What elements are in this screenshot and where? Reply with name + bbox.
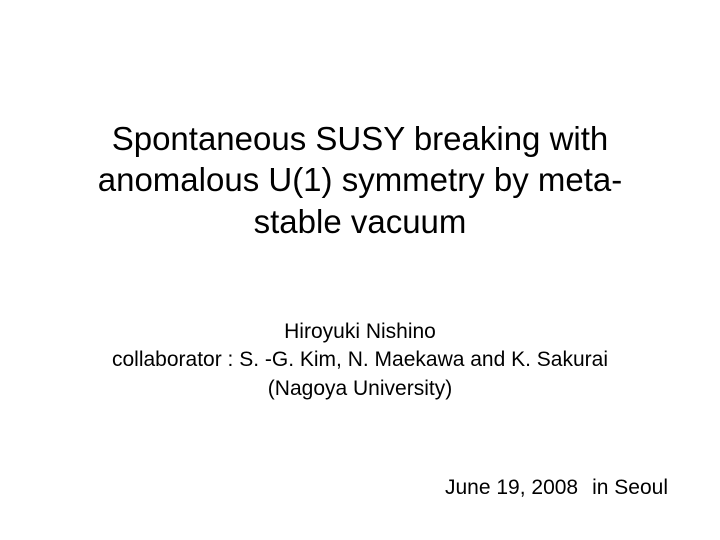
date-venue: June 19, 2008 in Seoul bbox=[445, 476, 668, 500]
affiliation: (Nagoya University) bbox=[60, 375, 660, 403]
slide: Spontaneous SUSY breaking with anomalous… bbox=[0, 0, 720, 540]
slide-title: Spontaneous SUSY breaking with anomalous… bbox=[60, 118, 660, 242]
presenter-name: Hiroyuki Nishino bbox=[60, 318, 660, 346]
collaborators-line: collaborator : S. -G. Kim, N. Maekawa an… bbox=[60, 346, 660, 374]
authors-block: Hiroyuki Nishino collaborator : S. -G. K… bbox=[60, 318, 660, 403]
venue-text: in Seoul bbox=[592, 476, 668, 499]
date-text: June 19, 2008 bbox=[445, 476, 578, 499]
title-text: Spontaneous SUSY breaking with anomalous… bbox=[98, 120, 622, 240]
